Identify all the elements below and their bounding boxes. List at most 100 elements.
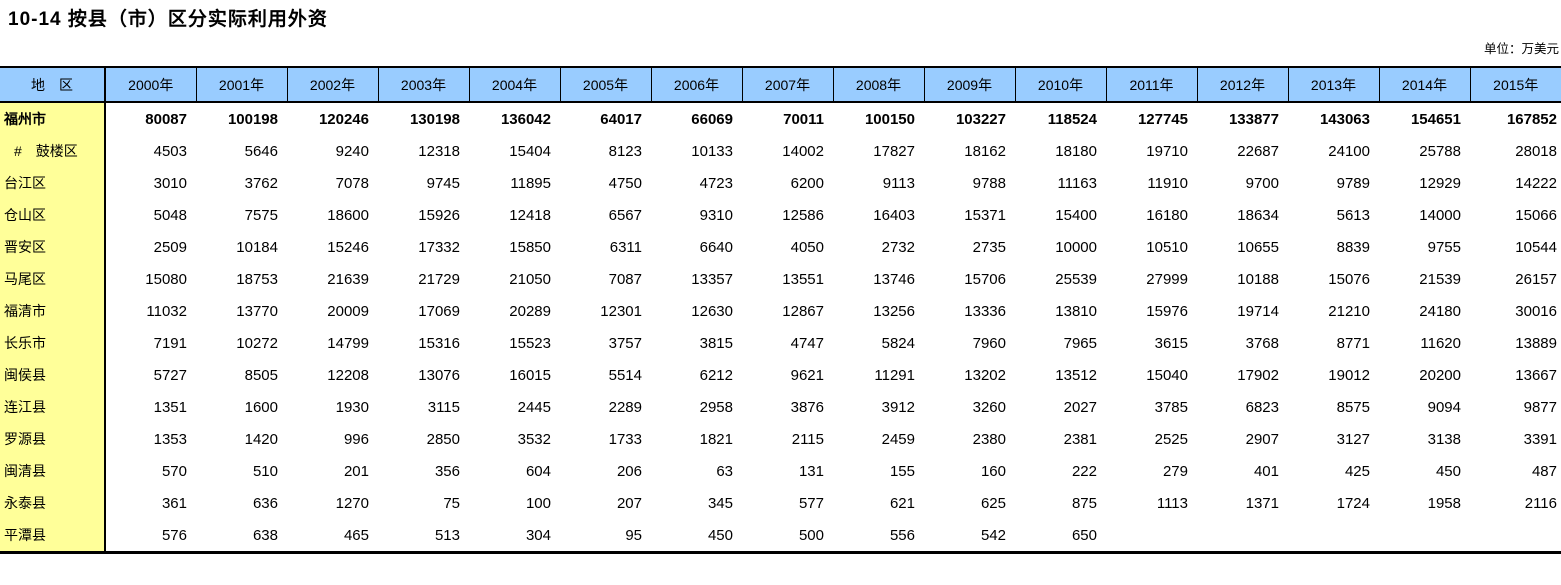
- table-row: 连江县 1351 1600 1930 3115 2445 2289 2958 3876 3912 3…: [0, 391, 1561, 423]
- value-cell: 6212: [699, 366, 733, 384]
- value-cell: 513: [378, 519, 469, 554]
- value-cell: 21729: [418, 270, 460, 288]
- value-cell: 13357: [691, 270, 733, 288]
- value-cell: 24180: [1419, 302, 1461, 320]
- value-cell: 17902: [1237, 366, 1279, 384]
- value-cell: 8839: [1336, 238, 1370, 256]
- value-cell: 8771: [1336, 334, 1370, 352]
- value-cell: 9621: [790, 366, 824, 384]
- value-cell: 9789: [1336, 174, 1370, 192]
- value-cell: 2732: [881, 238, 915, 256]
- value-cell: 636: [252, 494, 278, 512]
- row-label: 闽侯县: [0, 359, 106, 391]
- value-cell: 206: [616, 462, 642, 480]
- value-cell: 9094: [1427, 398, 1461, 416]
- value-cell: 3762: [244, 174, 278, 192]
- value-cell: 10655: [1237, 238, 1279, 256]
- value-cell: 19710: [1146, 142, 1188, 160]
- value-cell: 1420: [244, 430, 278, 448]
- value-cell: 3532: [517, 430, 551, 448]
- table-row: # 鼓楼区 4503 5646 9240 12318 15404 8123 10133 1400…: [0, 135, 1561, 167]
- value-cell: 625: [980, 494, 1006, 512]
- value-cell: 167852: [1506, 110, 1557, 128]
- value-cell: 100: [525, 494, 551, 512]
- value-cell: 9240: [335, 142, 369, 160]
- value-cell: 13746: [873, 270, 915, 288]
- value-cell: 4050: [790, 238, 824, 256]
- value-cell: 10272: [236, 334, 278, 352]
- row-label: 台江区: [0, 167, 106, 199]
- value-cell: 4503: [153, 142, 187, 160]
- value-cell: 361: [161, 494, 187, 512]
- value-cell: 2907: [1245, 430, 1279, 448]
- value-cell: 95: [560, 519, 651, 554]
- value-cell: 120246: [318, 110, 369, 128]
- value-cell: 10184: [236, 238, 278, 256]
- value-cell: 5514: [608, 366, 642, 384]
- value-cell: 1113: [1156, 494, 1188, 512]
- value-cell: 2509: [153, 238, 187, 256]
- value-cell: 11163: [1057, 174, 1098, 192]
- value-cell: 1600: [244, 398, 278, 416]
- value-cell: 10510: [1146, 238, 1188, 256]
- value-cell: 650: [1015, 519, 1106, 554]
- year-header-cell: 2010年: [1014, 66, 1106, 103]
- value-cell: 12318: [418, 142, 460, 160]
- value-cell: 13551: [782, 270, 824, 288]
- value-cell: 14799: [327, 334, 369, 352]
- value-cell: 8575: [1336, 398, 1370, 416]
- value-cell: 13889: [1515, 334, 1557, 352]
- value-cell: 10000: [1055, 238, 1097, 256]
- value-cell: 2445: [517, 398, 551, 416]
- value-cell: 450: [1435, 462, 1461, 480]
- value-cell: 18600: [327, 206, 369, 224]
- value-cell: 7191: [153, 334, 187, 352]
- value-cell: 465: [287, 519, 378, 554]
- page-title: 10-14 按县（市）区分实际利用外资: [8, 9, 328, 30]
- value-cell: 2289: [608, 398, 642, 416]
- row-label: 晋安区: [0, 231, 106, 263]
- value-cell: 6640: [699, 238, 733, 256]
- table-row: 永泰县 361 636 1270 75 100 207 345 577 621 625 875 1113…: [0, 487, 1561, 519]
- value-cell: 3876: [790, 398, 824, 416]
- value-cell: 16015: [509, 366, 551, 384]
- value-cell: 13770: [236, 302, 278, 320]
- table-row: 福清市 11032 13770 20009 17069 20289 12301 12630 12…: [0, 295, 1561, 327]
- year-header-cell: 2000年: [104, 66, 196, 103]
- value-cell: 3260: [972, 398, 1006, 416]
- value-cell: 136042: [500, 110, 551, 128]
- value-cell: 127745: [1137, 110, 1188, 128]
- row-label: # 鼓楼区: [0, 135, 106, 167]
- value-cell: 70011: [783, 110, 824, 128]
- value-cell: 500: [742, 519, 833, 554]
- value-cell: 3768: [1245, 334, 1279, 352]
- value-cell: 6567: [608, 206, 642, 224]
- year-header-cell: 2015年: [1469, 66, 1561, 103]
- value-cell: 576: [105, 519, 196, 554]
- row-label: 长乐市: [0, 327, 106, 359]
- row-label: 福州市: [0, 102, 106, 135]
- value-cell: 425: [1344, 462, 1370, 480]
- value-cell: 9755: [1427, 238, 1461, 256]
- value-cell: 15246: [327, 238, 369, 256]
- value-cell: 10133: [691, 142, 733, 160]
- row-label: 马尾区: [0, 263, 106, 295]
- value-cell: 27999: [1146, 270, 1188, 288]
- value-cell: 4750: [608, 174, 642, 192]
- value-cell: 577: [798, 494, 824, 512]
- value-cell: 75: [443, 494, 460, 512]
- value-cell: [1197, 519, 1288, 554]
- value-cell: 1733: [608, 430, 642, 448]
- table-row: 平潭县 576 638 465 513 304 95 450 500 556 542 650: [0, 519, 1561, 554]
- value-cell: 356: [434, 462, 460, 480]
- value-cell: 2115: [791, 430, 824, 448]
- value-cell: 2459: [881, 430, 915, 448]
- value-cell: 16403: [873, 206, 915, 224]
- table-row: 晋安区 2509 10184 15246 17332 15850 6311 6640 4050 2…: [0, 231, 1561, 263]
- value-cell: 24100: [1328, 142, 1370, 160]
- value-cell: 345: [707, 494, 733, 512]
- value-cell: 12208: [327, 366, 369, 384]
- value-cell: 11620: [1420, 334, 1461, 352]
- value-cell: 26157: [1515, 270, 1557, 288]
